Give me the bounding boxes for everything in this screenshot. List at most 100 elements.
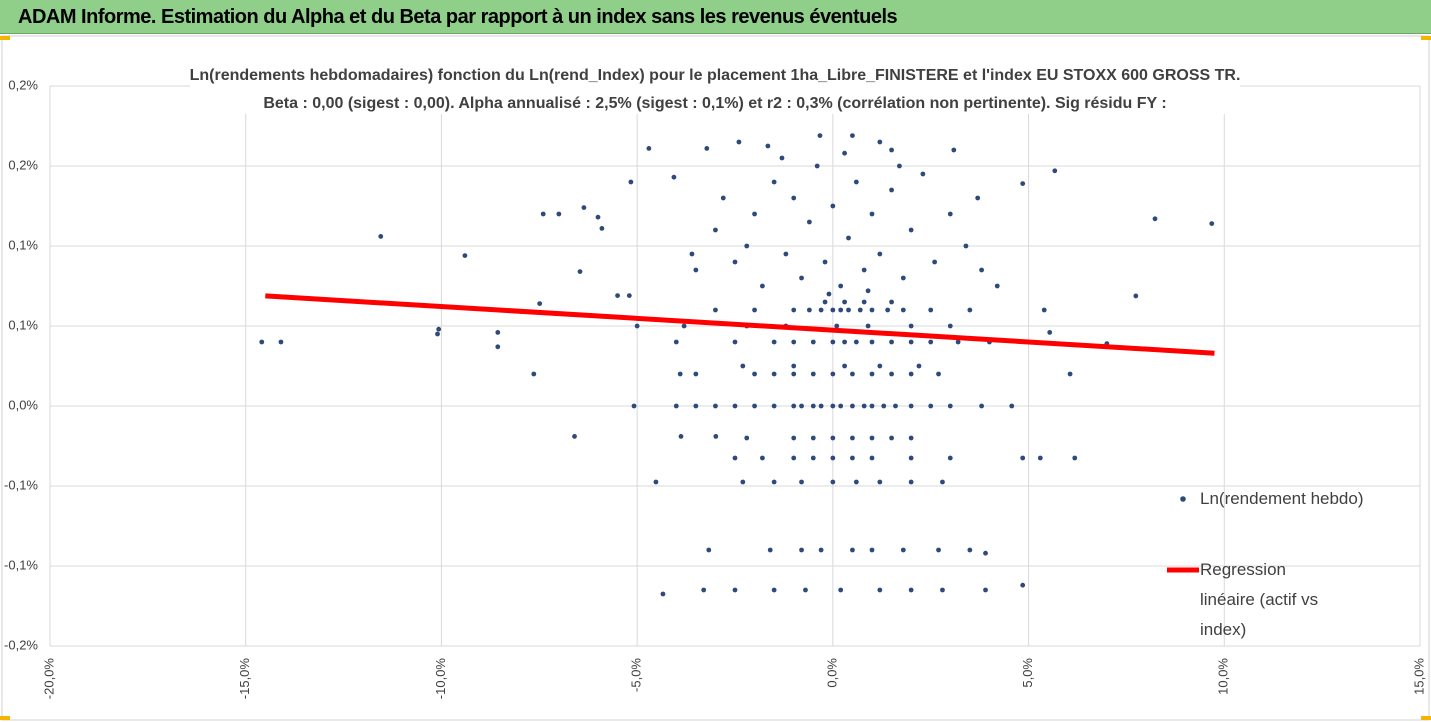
y-tick-label: -0,1% bbox=[4, 557, 38, 572]
data-point bbox=[713, 307, 718, 313]
data-point bbox=[806, 219, 812, 225]
y-tick-label: -0,2% bbox=[4, 637, 38, 652]
data-point bbox=[577, 269, 583, 274]
data-point bbox=[783, 251, 789, 257]
data-point bbox=[732, 403, 738, 409]
y-tick-label: 0,1% bbox=[8, 237, 38, 252]
data-point bbox=[436, 326, 442, 332]
data-point bbox=[877, 251, 883, 257]
data-point bbox=[940, 479, 945, 485]
data-point bbox=[732, 339, 738, 345]
x-tick-label: 0,0% bbox=[824, 658, 839, 688]
corner-mark bbox=[1421, 36, 1431, 40]
data-point bbox=[900, 275, 906, 281]
data-point bbox=[681, 323, 687, 329]
data-point bbox=[983, 550, 988, 556]
y-tick-label: -0,1% bbox=[4, 477, 38, 492]
data-point bbox=[877, 139, 883, 145]
data-point bbox=[765, 143, 771, 149]
data-point bbox=[838, 403, 844, 409]
data-point bbox=[799, 547, 804, 553]
data-point bbox=[826, 291, 832, 297]
data-point bbox=[495, 344, 501, 350]
data-point bbox=[810, 435, 816, 441]
data-point bbox=[599, 226, 605, 231]
x-tick-label: -10,0% bbox=[433, 658, 448, 700]
data-point bbox=[963, 243, 969, 249]
x-tick-label: 5,0% bbox=[1020, 658, 1035, 688]
data-point bbox=[660, 591, 666, 597]
data-point bbox=[799, 275, 804, 281]
data-point bbox=[1020, 455, 1026, 461]
data-point bbox=[771, 339, 777, 345]
data-point bbox=[889, 187, 894, 193]
data-point bbox=[540, 211, 546, 217]
data-point bbox=[928, 403, 934, 409]
data-point bbox=[850, 371, 855, 377]
data-point bbox=[842, 150, 847, 156]
data-point bbox=[994, 283, 1000, 289]
y-tick-label: 0,0% bbox=[8, 397, 38, 412]
data-point bbox=[900, 307, 906, 313]
data-point bbox=[830, 307, 836, 313]
data-point bbox=[908, 403, 914, 409]
data-point bbox=[842, 363, 847, 369]
data-point bbox=[853, 339, 859, 345]
data-point bbox=[556, 211, 562, 217]
data-point bbox=[701, 587, 707, 593]
corner-mark bbox=[0, 716, 10, 720]
data-point bbox=[869, 307, 875, 313]
data-point bbox=[1009, 403, 1015, 409]
data-point bbox=[760, 455, 765, 461]
data-point bbox=[975, 195, 981, 201]
data-point bbox=[947, 323, 953, 329]
data-point bbox=[908, 371, 914, 377]
data-point bbox=[877, 479, 883, 485]
x-tick-label: 15,0% bbox=[1411, 658, 1426, 695]
data-point bbox=[908, 435, 914, 441]
data-point bbox=[814, 163, 820, 169]
data-point bbox=[595, 214, 601, 220]
data-point bbox=[689, 251, 695, 257]
data-point bbox=[615, 293, 620, 298]
data-point bbox=[818, 307, 824, 313]
data-point bbox=[435, 331, 440, 337]
data-point bbox=[653, 479, 659, 485]
data-point bbox=[704, 146, 710, 151]
data-point bbox=[850, 435, 855, 441]
data-point bbox=[1133, 293, 1139, 299]
data-point bbox=[720, 195, 726, 201]
corner-mark bbox=[1421, 716, 1431, 720]
y-tick-label: 0,1% bbox=[8, 317, 38, 332]
corner-mark bbox=[0, 36, 10, 40]
data-point bbox=[817, 133, 823, 139]
data-point bbox=[908, 455, 914, 461]
data-point bbox=[865, 323, 871, 329]
data-point bbox=[791, 403, 797, 409]
data-point bbox=[1072, 455, 1078, 461]
data-point bbox=[771, 479, 777, 485]
data-point bbox=[908, 227, 914, 233]
data-point bbox=[979, 267, 984, 273]
data-point bbox=[537, 301, 543, 306]
data-point bbox=[936, 547, 941, 553]
data-point bbox=[626, 293, 632, 298]
data-point bbox=[908, 339, 914, 345]
data-point bbox=[771, 371, 777, 377]
data-point bbox=[838, 283, 844, 289]
data-point bbox=[732, 259, 738, 265]
title-box bbox=[190, 62, 1240, 114]
regression-line bbox=[265, 293, 1215, 356]
data-point bbox=[1052, 168, 1058, 174]
data-point bbox=[1209, 221, 1215, 227]
chart-title: Ln(rendements hebdomadaires) fonction du… bbox=[190, 67, 1241, 84]
data-point bbox=[713, 403, 718, 409]
data-point bbox=[378, 234, 384, 239]
data-point bbox=[1041, 307, 1047, 313]
data-point bbox=[767, 547, 773, 553]
data-point bbox=[736, 139, 742, 145]
data-point bbox=[752, 403, 757, 409]
data-point bbox=[893, 403, 898, 409]
data-point bbox=[877, 363, 883, 369]
